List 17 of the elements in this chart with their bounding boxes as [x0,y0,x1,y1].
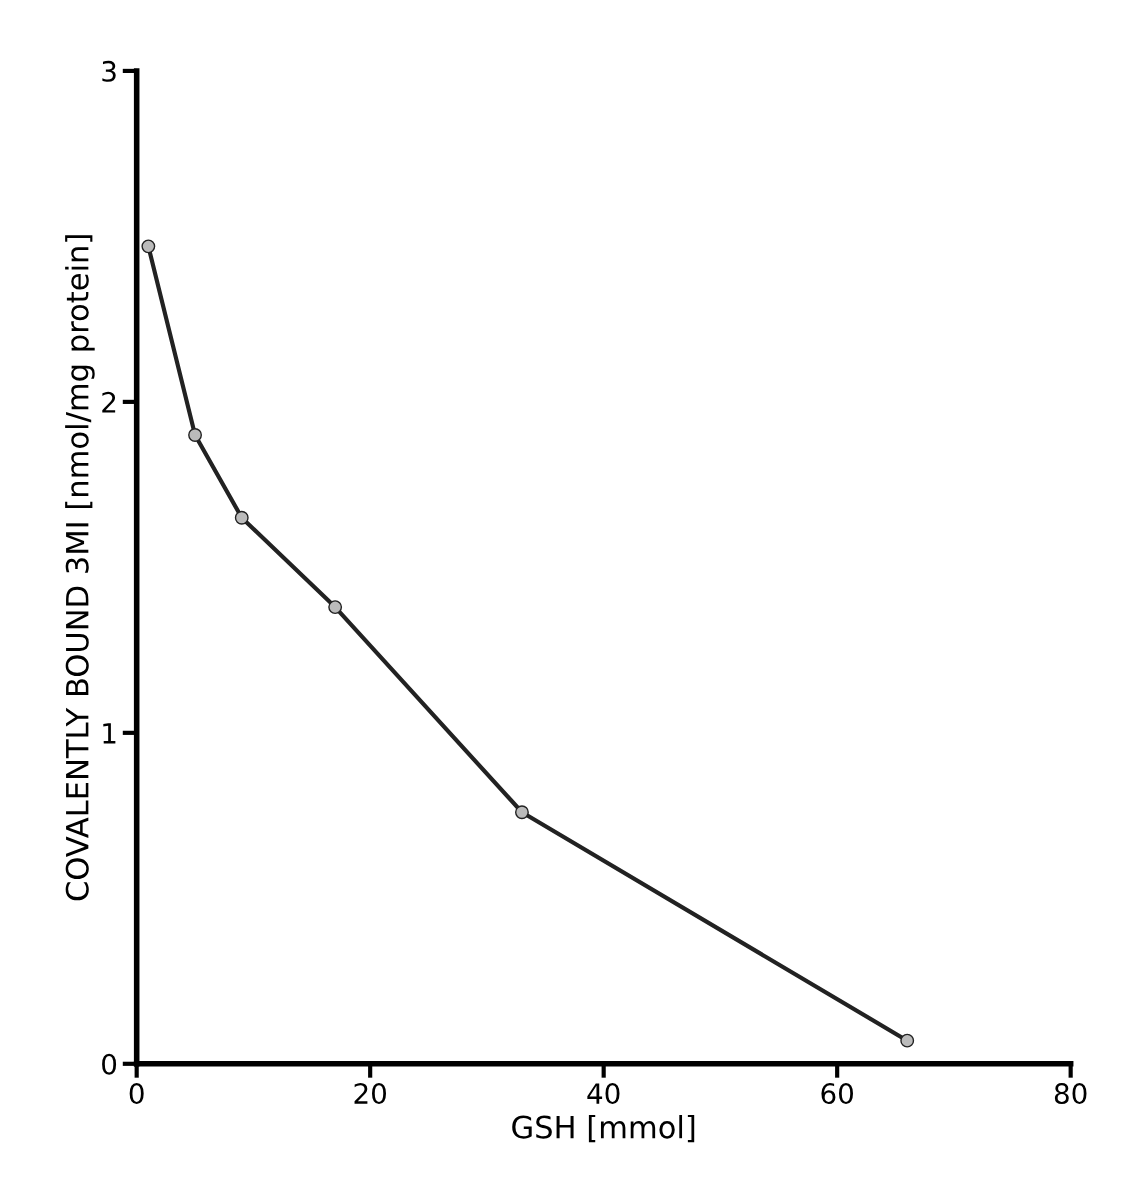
x-tick-label: 0 [129,1083,144,1105]
y-tick-label: 0 [102,1053,117,1075]
point [188,428,202,442]
point [234,510,249,525]
y-tick-label: 1 [103,723,116,744]
x-tick-label: 80 [1054,1083,1087,1105]
x-tick-label: 20 [354,1083,386,1105]
point [141,239,156,254]
y-tick-label: 3 [102,60,116,82]
y-tick-label: 2 [102,391,116,413]
x-tick-label: 60 [821,1083,853,1105]
point [328,600,343,615]
x-axis-title: GSH [mmol] [512,1114,695,1143]
point [515,805,529,820]
y-axis-title: COVALENTLY BOUND 3MI [nmol/mg protein] [65,235,95,901]
x-tick-label: 40 [587,1083,620,1105]
point [900,1033,915,1048]
